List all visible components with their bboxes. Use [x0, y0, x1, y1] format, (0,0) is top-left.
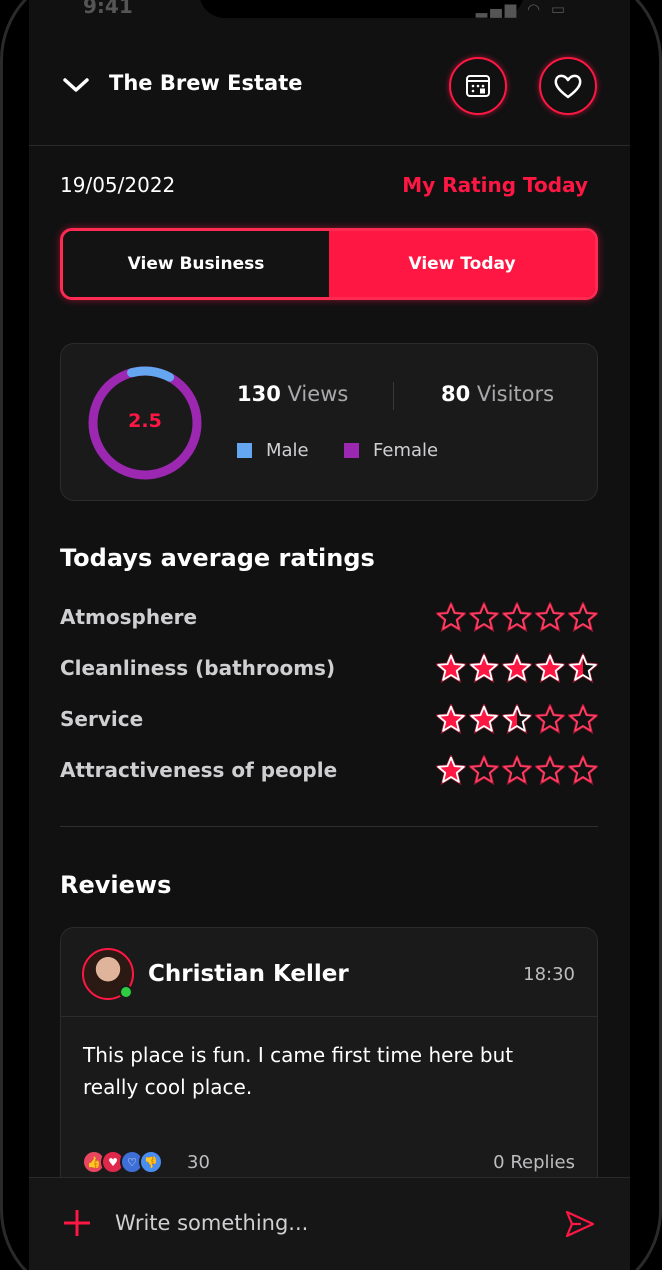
rating-label: Service: [60, 707, 144, 731]
replies-link[interactable]: 0 Replies: [493, 1152, 575, 1173]
views-count: 130: [237, 382, 281, 406]
section-divider: [60, 826, 598, 827]
star-icon[interactable]: [436, 653, 466, 683]
star-icon[interactable]: [436, 602, 466, 632]
status-icons: ▂▄▆ ◠ ▭: [475, 0, 568, 18]
review-text: This place is fun. I came first time her…: [83, 1043, 514, 1099]
star-icon[interactable]: [568, 755, 598, 785]
legend-male: Male: [237, 440, 309, 461]
visitors-label: Visitors: [476, 382, 555, 406]
rating-row-atmosphere: Atmosphere: [60, 600, 598, 634]
star-icon[interactable]: [535, 704, 565, 734]
chevron-down-icon[interactable]: [62, 75, 90, 95]
calendar-icon: [466, 75, 490, 97]
rating-label: Attractiveness of people: [60, 758, 338, 782]
star-icon[interactable]: [436, 755, 466, 785]
visitors-count: 80: [441, 382, 471, 406]
star-icon[interactable]: [502, 704, 532, 734]
rating-value: 2.5: [128, 410, 162, 432]
reaction-icons[interactable]: 👍 ♥ ♡ 👎: [82, 1150, 163, 1174]
dislike-icon: 👎: [139, 1150, 163, 1174]
heart-icon: [554, 74, 582, 99]
review-time: 18:30: [523, 964, 575, 985]
page-title: The Brew Estate: [109, 71, 303, 95]
star-icon[interactable]: [502, 755, 532, 785]
star-rating[interactable]: [436, 704, 598, 734]
composer-bar: [29, 1177, 630, 1270]
rating-label: Cleanliness (bathrooms): [60, 656, 336, 680]
add-icon[interactable]: [62, 1208, 92, 1238]
my-rating-today-link[interactable]: My Rating Today: [402, 173, 588, 197]
rating-row-cleanliness: Cleanliness (bathrooms): [60, 651, 598, 685]
view-toggle: View Business View Today: [60, 228, 598, 300]
view-business-button[interactable]: View Business: [63, 231, 329, 297]
visitors-stat: 80 Visitors: [441, 382, 554, 406]
message-input[interactable]: [115, 1206, 535, 1240]
reaction-count: 30: [187, 1152, 210, 1173]
star-icon[interactable]: [568, 653, 598, 683]
star-rating[interactable]: [436, 653, 598, 683]
donut-male-arc: [88, 366, 202, 480]
star-icon[interactable]: [535, 653, 565, 683]
star-icon[interactable]: [535, 602, 565, 632]
device-notch: [199, 0, 524, 18]
legend-male-label: Male: [266, 440, 309, 461]
views-stat: 130 Views: [237, 382, 348, 406]
star-icon[interactable]: [535, 755, 565, 785]
star-rating[interactable]: [436, 602, 598, 632]
legend-female-swatch: [344, 443, 359, 458]
star-icon[interactable]: [568, 704, 598, 734]
review-divider: [61, 1016, 597, 1017]
stats-divider: [393, 382, 394, 410]
star-icon[interactable]: [502, 653, 532, 683]
rating-row-service: Service: [60, 702, 598, 736]
review-card: Christian Keller 18:30 This place is fun…: [60, 927, 598, 1217]
star-icon[interactable]: [436, 704, 466, 734]
legend-male-swatch: [237, 443, 252, 458]
star-rating[interactable]: [436, 755, 598, 785]
app-screen: 9:41 ▂▄▆ ◠ ▭ The Brew Estate 19/05/2022 …: [29, 0, 630, 1270]
header: The Brew Estate: [29, 52, 630, 146]
calendar-button[interactable]: [449, 57, 507, 115]
send-icon[interactable]: [564, 1208, 596, 1240]
online-status-dot: [119, 985, 133, 999]
star-icon[interactable]: [469, 704, 499, 734]
legend-female-label: Female: [373, 440, 439, 461]
favorite-button[interactable]: [539, 57, 597, 115]
views-label: Views: [287, 382, 349, 406]
status-time: 9:41: [83, 0, 133, 18]
legend-female: Female: [344, 440, 438, 461]
star-icon[interactable]: [502, 602, 532, 632]
rating-label: Atmosphere: [60, 605, 198, 629]
stats-card: 2.5 130 Views 80 Visitors Male Female: [60, 343, 598, 501]
star-icon[interactable]: [568, 602, 598, 632]
view-today-button[interactable]: View Today: [329, 231, 595, 297]
star-icon[interactable]: [469, 755, 499, 785]
star-icon[interactable]: [469, 653, 499, 683]
star-icon[interactable]: [469, 602, 499, 632]
reviewer-name[interactable]: Christian Keller: [148, 961, 349, 987]
reviews-title: Reviews: [60, 871, 172, 899]
date-label: 19/05/2022: [60, 173, 176, 197]
rating-donut: [88, 366, 202, 480]
rating-row-attractiveness: Attractiveness of people: [60, 753, 598, 787]
ratings-title: Todays average ratings: [60, 544, 375, 572]
